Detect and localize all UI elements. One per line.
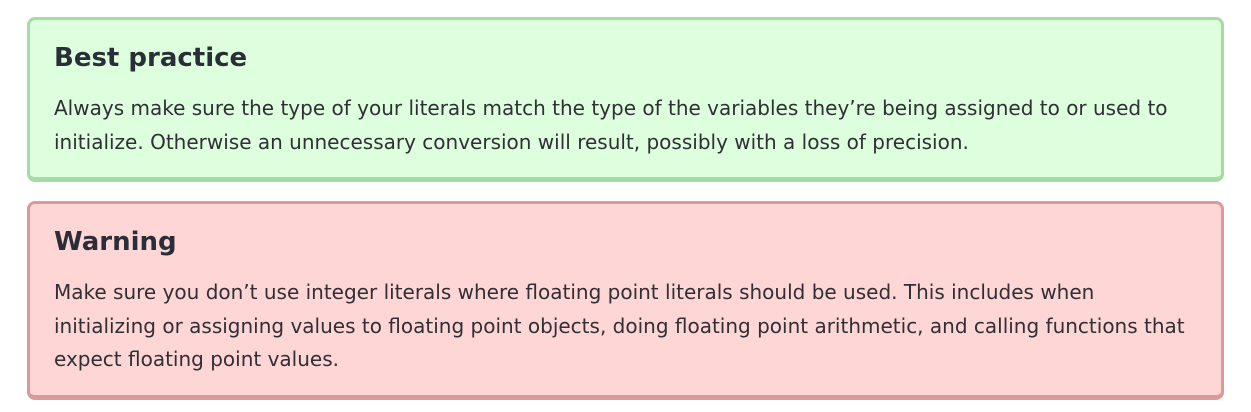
best-practice-title: Best practice	[54, 43, 248, 73]
warning-box: Warning Make sure you don’t use integer …	[27, 201, 1224, 400]
warning-text: Make sure you don’t use integer literals…	[54, 280, 1185, 371]
warning-title: Warning	[54, 227, 177, 257]
best-practice-box: Best practice Always make sure the type …	[27, 17, 1224, 182]
best-practice-text: Always make sure the type of your litera…	[54, 96, 1168, 154]
